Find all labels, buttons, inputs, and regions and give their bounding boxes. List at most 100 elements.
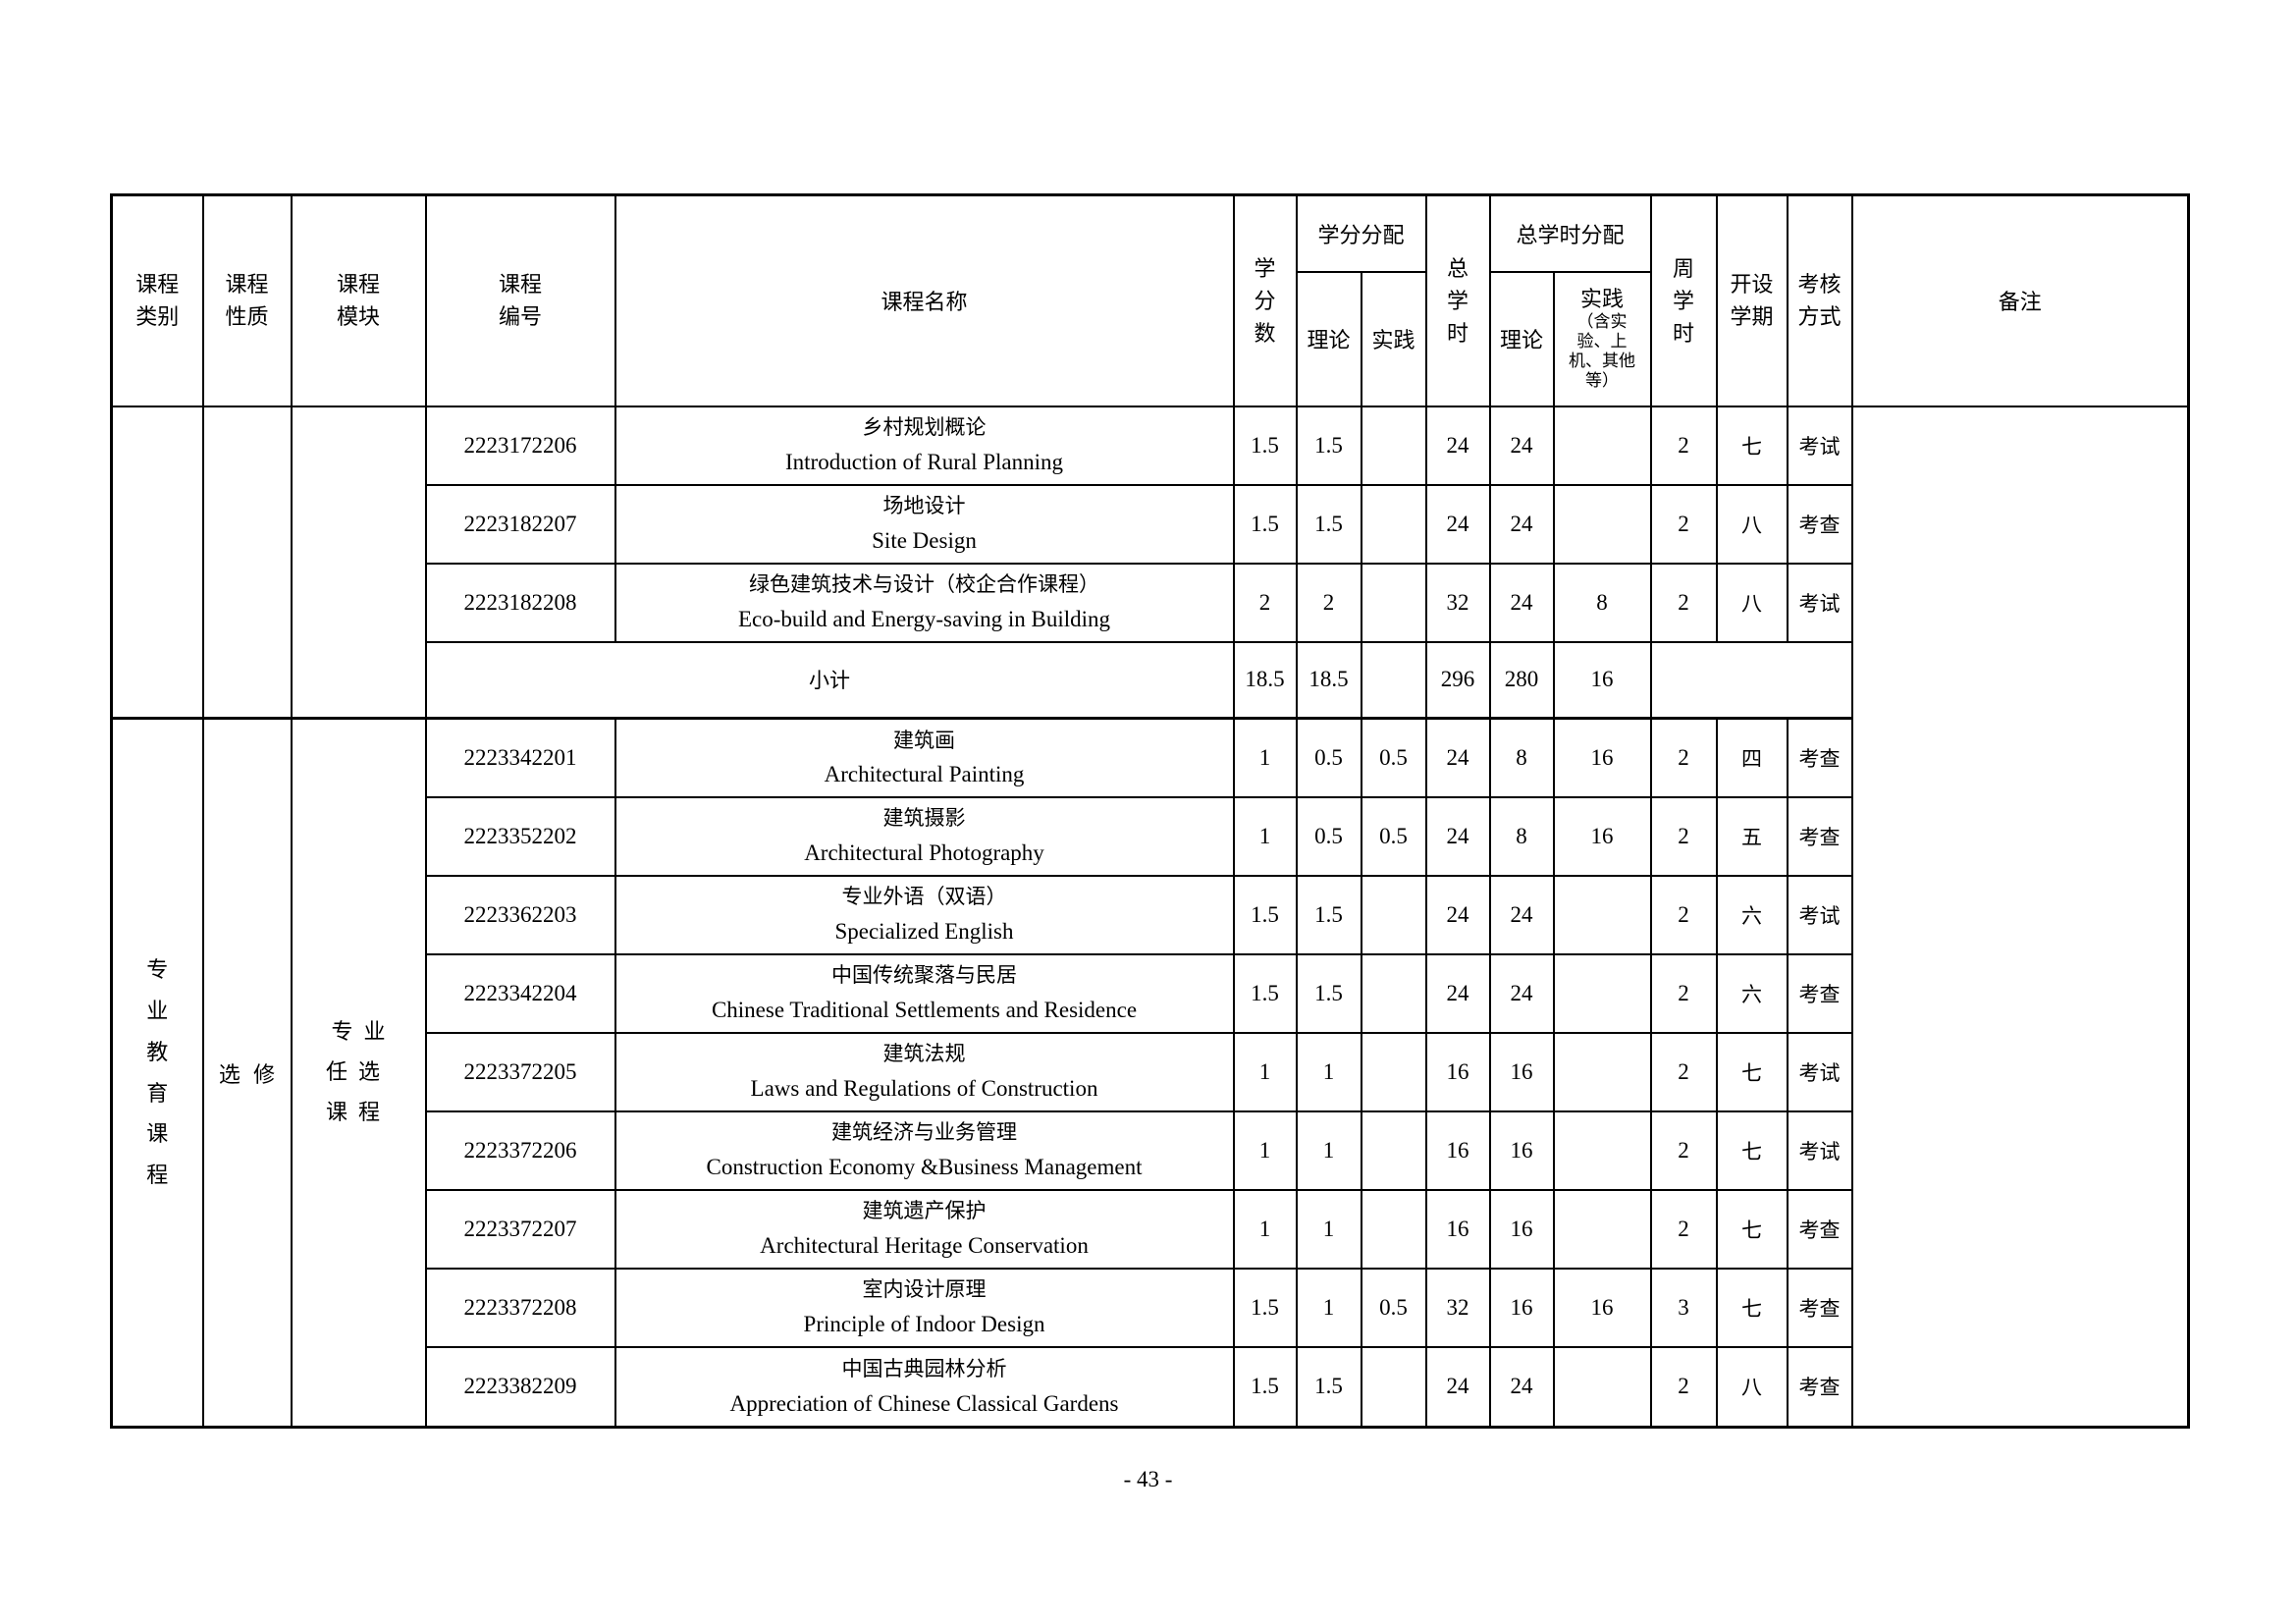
hours-practice xyxy=(1552,1345,1652,1429)
subtotal-hours-theory: 280 xyxy=(1488,640,1555,720)
credit-theory: 1 xyxy=(1295,1188,1362,1270)
curriculum-table: 课程 类别 课程 性质 课程 模块 课程 编号 课程名称 学 分 数 学分分配 … xyxy=(110,193,2191,1429)
header-weekly-hours: 周 学 时 xyxy=(1649,193,1718,407)
semester: 六 xyxy=(1715,952,1789,1034)
hours-theory: 16 xyxy=(1488,1188,1555,1270)
course-row: 专 业 教 育 课 程 选修 专业 任选 课程 2223342201 建筑画 A… xyxy=(110,717,2189,1429)
course-name-cn: 乡村规划概论 xyxy=(862,415,987,440)
course-name-en: Architectural Painting xyxy=(824,762,1025,787)
course-name: 中国传统聚落与民居 Chinese Traditional Settlement… xyxy=(614,952,1235,1034)
course-name-cn: 室内设计原理 xyxy=(862,1277,987,1302)
course-name: 专业外语（双语） Specialized English xyxy=(614,874,1235,955)
course-name-en: Site Design xyxy=(872,528,977,554)
credit-practice xyxy=(1360,1345,1427,1429)
weekly-hours: 2 xyxy=(1649,717,1718,798)
total-hours: 16 xyxy=(1424,1110,1491,1191)
credit-theory: 0.5 xyxy=(1295,795,1362,877)
page-number: - 43 - xyxy=(1123,1467,1173,1491)
course-row: 2223372208 室内设计原理 Principle of Indoor De… xyxy=(112,1267,2189,1348)
course-name: 绿色建筑技术与设计（校企合作课程） Eco-build and Energy-s… xyxy=(614,562,1235,643)
hours-theory: 24 xyxy=(1488,874,1555,955)
assessment: 考查 xyxy=(1786,1345,1853,1429)
semester: 八 xyxy=(1715,483,1789,565)
course-code: 2223382209 xyxy=(424,1345,616,1429)
header-hours-practice-note: （含实 验、上 机、其他 等） xyxy=(1569,312,1636,391)
subtotal-credit-theory: 18.5 xyxy=(1295,640,1362,720)
total-hours: 16 xyxy=(1424,1031,1491,1112)
hours-theory: 16 xyxy=(1488,1267,1555,1348)
header-remarks: 备注 xyxy=(1850,193,2190,407)
hours-practice: 16 xyxy=(1552,717,1652,798)
credit-theory: 1 xyxy=(1295,1110,1362,1191)
course-name: 中国古典园林分析 Appreciation of Chinese Classic… xyxy=(614,1345,1235,1429)
credit-theory: 1 xyxy=(1295,1031,1362,1112)
credit-practice: 0.5 xyxy=(1360,1267,1427,1348)
assessment: 考查 xyxy=(1786,952,1853,1034)
course-name-cn: 建筑经济与业务管理 xyxy=(831,1120,1017,1145)
semester: 四 xyxy=(1715,717,1789,798)
subtotal-empty-cell xyxy=(1649,640,1853,720)
hours-theory: 16 xyxy=(1488,1031,1555,1112)
course-name-en: Construction Economy &Business Managemen… xyxy=(706,1155,1143,1180)
subtotal-total-hours: 296 xyxy=(1424,640,1491,720)
course-name-cn: 场地设计 xyxy=(882,494,966,518)
header-hours-theory: 理论 xyxy=(1488,270,1555,407)
credit-theory: 1.5 xyxy=(1295,405,1362,486)
course-name: 建筑经济与业务管理 Construction Economy &Business… xyxy=(614,1110,1235,1191)
course-row: 2223362203 专业外语（双语） Specialized English … xyxy=(112,874,2189,955)
credit-theory: 1.5 xyxy=(1295,483,1362,565)
credits: 1.5 xyxy=(1232,952,1298,1034)
credit-theory: 0.5 xyxy=(1295,717,1362,798)
subtotal-label: 小计 xyxy=(424,640,1235,720)
course-name-en: Eco-build and Energy-saving in Building xyxy=(737,607,1111,632)
course-code: 2223372206 xyxy=(424,1110,616,1191)
course-name-cn: 绿色建筑技术与设计（校企合作课程） xyxy=(749,572,1099,597)
credit-practice xyxy=(1360,1110,1427,1191)
hours-practice: 8 xyxy=(1552,562,1652,643)
total-hours: 24 xyxy=(1424,952,1491,1034)
hours-theory: 8 xyxy=(1488,795,1555,877)
hours-theory: 24 xyxy=(1488,483,1555,565)
credits: 1.5 xyxy=(1232,874,1298,955)
weekly-hours: 2 xyxy=(1649,483,1718,565)
subtotal-credit-practice xyxy=(1360,640,1427,720)
course-name: 室内设计原理 Principle of Indoor Design xyxy=(614,1267,1235,1348)
header-category: 课程 类别 xyxy=(110,193,204,407)
nature-cell: 选修 xyxy=(201,717,293,1429)
hours-practice: 16 xyxy=(1552,795,1652,877)
course-code: 2223372208 xyxy=(424,1267,616,1348)
total-hours: 24 xyxy=(1424,874,1491,955)
credit-practice: 0.5 xyxy=(1360,795,1427,877)
assessment: 考试 xyxy=(1786,874,1853,955)
weekly-hours: 2 xyxy=(1649,405,1718,486)
hours-theory: 24 xyxy=(1488,952,1555,1034)
total-hours: 24 xyxy=(1424,795,1491,877)
category-cell: 专 业 教 育 课 程 xyxy=(110,717,204,1429)
total-hours: 24 xyxy=(1424,1345,1491,1429)
header-credit-theory: 理论 xyxy=(1295,270,1362,407)
credit-theory: 1.5 xyxy=(1295,1345,1362,1429)
semester: 七 xyxy=(1715,1188,1789,1270)
course-name-cn: 专业外语（双语） xyxy=(841,885,1007,909)
credits: 1.5 xyxy=(1232,1267,1298,1348)
header-total-hours: 总 学 时 xyxy=(1424,193,1491,407)
semester: 八 xyxy=(1715,562,1789,643)
subtotal-row: 小计 18.5 18.5 296 280 16 xyxy=(112,640,2189,720)
assessment: 考试 xyxy=(1786,405,1853,486)
hours-practice: 16 xyxy=(1552,1267,1652,1348)
course-code: 2223182207 xyxy=(424,483,616,565)
credit-practice xyxy=(1360,1188,1427,1270)
weekly-hours: 2 xyxy=(1649,952,1718,1034)
credits: 1 xyxy=(1232,795,1298,877)
credits: 2 xyxy=(1232,562,1298,643)
credit-practice xyxy=(1360,874,1427,955)
credits: 1.5 xyxy=(1232,405,1298,486)
semester: 七 xyxy=(1715,405,1789,486)
semester: 七 xyxy=(1715,1031,1789,1112)
credits: 1.5 xyxy=(1232,483,1298,565)
course-code: 2223342201 xyxy=(424,717,616,798)
total-hours: 24 xyxy=(1424,483,1491,565)
weekly-hours: 2 xyxy=(1649,874,1718,955)
weekly-hours: 2 xyxy=(1649,562,1718,643)
weekly-hours: 3 xyxy=(1649,1267,1718,1348)
